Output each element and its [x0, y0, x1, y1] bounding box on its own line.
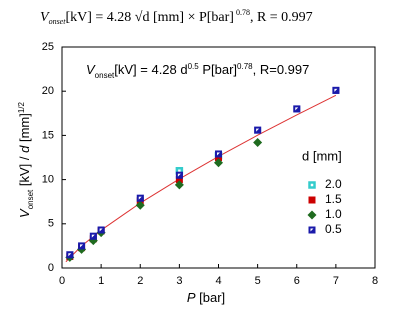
x-tick-label: 6 — [294, 275, 300, 287]
fit-line — [65, 94, 337, 263]
annotation-part: V — [86, 62, 96, 77]
x-axis-label: P [bar] — [187, 290, 225, 305]
marker — [308, 196, 316, 204]
y-label-part: V — [17, 208, 32, 218]
annotation-part: , R=0.997 — [253, 62, 310, 77]
marker-half — [89, 232, 97, 240]
y-axis-label: Vonset [kV] / d [mm]1/2 — [17, 101, 35, 218]
marker-half — [254, 126, 262, 134]
marker — [215, 154, 222, 161]
chart-title: Vonset[kV] = 4.28 √d [mm] × P[bar] 0.78,… — [40, 8, 313, 26]
annotation-part: 0.78 — [237, 62, 253, 71]
x-label-part: [bar] — [196, 290, 226, 305]
title-part: , R = 0.997 — [250, 10, 313, 25]
x-tick-label: 2 — [137, 275, 143, 287]
y-tick-label: 5 — [48, 218, 54, 230]
title-part: 0.78 — [234, 8, 250, 17]
annotation: Vonset[kV] = 4.28 d0.5 P[bar]0.78, R=0.9… — [86, 62, 309, 80]
legend-label: 2.0 — [325, 177, 342, 191]
marker — [135, 200, 145, 210]
annotation-part: 0.5 — [188, 62, 200, 71]
x-tick-label: 1 — [98, 275, 104, 287]
y-tick-label: 0 — [48, 262, 54, 274]
x-tick-label: 3 — [176, 275, 182, 287]
marker — [174, 180, 184, 190]
y-label-part: d — [17, 145, 32, 153]
marker-half — [78, 242, 86, 250]
x-tick-label: 7 — [333, 275, 339, 287]
marker-half — [175, 171, 183, 179]
y-label-part: onset — [26, 189, 35, 209]
title-part: V — [40, 10, 50, 25]
legend-label: 1.5 — [325, 192, 342, 206]
x-tick-label: 8 — [372, 275, 378, 287]
annotation-part: [kV] = 4.28 d — [114, 62, 187, 77]
legend-label: 1.0 — [325, 207, 342, 221]
marker — [175, 176, 183, 184]
marker — [253, 137, 263, 147]
y-label-part: [kV] / — [17, 153, 32, 190]
y-tick-label: 10 — [42, 174, 54, 186]
marker — [308, 181, 316, 189]
title-part: [kV] = 4.28 √d [mm] × P[bar] — [65, 10, 234, 25]
marker-half — [66, 251, 74, 259]
marker-half — [293, 105, 301, 113]
marker-half — [215, 150, 222, 158]
marker-half — [97, 226, 105, 234]
marker — [214, 158, 223, 168]
x-tick-label: 0 — [59, 275, 65, 287]
y-tick-label: 20 — [42, 85, 54, 97]
annotation-part: P[bar] — [199, 62, 237, 77]
legend-title: d [mm] — [302, 148, 342, 163]
y-tick-label: 15 — [42, 129, 54, 141]
y-label-part: 1/2 — [17, 101, 26, 113]
x-label-part: P — [187, 290, 196, 305]
annotation-part: onset — [95, 71, 115, 80]
marker-half — [332, 86, 340, 94]
marker — [307, 210, 317, 220]
marker-half — [136, 194, 144, 202]
legend-label: 0.5 — [325, 222, 342, 236]
y-tick-label: 25 — [42, 41, 54, 53]
marker-half — [308, 226, 316, 234]
y-label-part: [mm] — [17, 113, 32, 146]
title-part: onset — [49, 17, 67, 26]
x-tick-label: 5 — [255, 275, 261, 287]
x-tick-label: 4 — [215, 275, 221, 287]
